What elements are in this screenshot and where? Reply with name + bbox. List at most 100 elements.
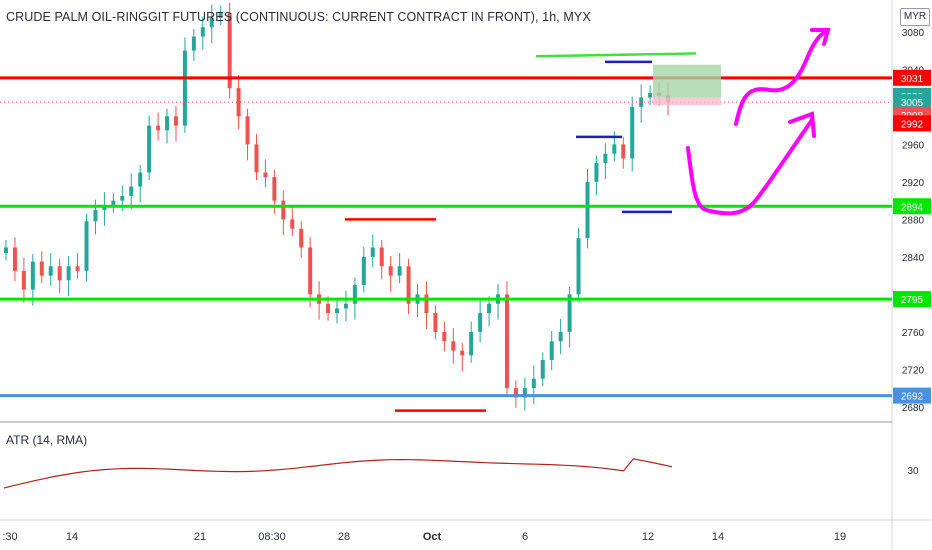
price-level-tag	[893, 387, 931, 404]
candle-body	[111, 200, 116, 206]
atr-line	[3, 458, 673, 489]
candle-body	[433, 313, 438, 332]
candle-body	[156, 125, 161, 131]
candle-body	[21, 270, 26, 290]
time-tick-label: 6	[522, 531, 528, 543]
candle-body	[218, 13, 223, 18]
price-tick-label: 2720	[902, 365, 925, 376]
candle-body	[84, 221, 89, 271]
candle-body	[57, 266, 62, 281]
price-level-tag-label: 2894	[901, 202, 924, 213]
price-level-tag	[893, 291, 931, 308]
candle-body	[442, 331, 447, 342]
candle-body	[469, 331, 474, 356]
candle-body	[558, 331, 563, 342]
candle-body	[254, 144, 259, 173]
candle-body	[406, 266, 411, 304]
candle-body	[308, 247, 313, 295]
price-tick-label: 2920	[902, 178, 925, 189]
candle-body	[585, 181, 590, 239]
candle-body	[120, 195, 125, 201]
candle-body	[245, 116, 250, 145]
time-tick-label: 08:30	[258, 531, 286, 543]
candle-body	[549, 341, 554, 360]
time-axis: :30 14 21 08:30 28 Oct 6 12 14 19	[2, 531, 846, 543]
candle-body	[66, 266, 71, 281]
magenta-arrow-up	[734, 30, 828, 126]
candle-body	[147, 125, 152, 173]
candle-body	[513, 388, 518, 398]
currency-button[interactable]: MYR	[900, 8, 930, 26]
candle-body	[478, 313, 483, 332]
candle-body	[200, 27, 205, 37]
candle-body	[370, 247, 375, 257]
candle-body	[48, 266, 53, 276]
price-level-tag	[893, 198, 931, 215]
time-tick-label: :30	[2, 531, 17, 543]
price-level-tag-label: 2992	[901, 119, 924, 130]
candle-body	[612, 144, 617, 154]
candle-body	[531, 378, 536, 389]
candle-body	[272, 177, 277, 201]
candle-body	[379, 247, 384, 267]
candle-body	[603, 153, 608, 164]
candles	[4, 2, 670, 411]
time-tick-label: 28	[338, 531, 350, 543]
candle-body	[567, 294, 572, 332]
candle-body	[451, 341, 456, 351]
candle-body	[361, 256, 366, 285]
magenta-arrow-head	[810, 28, 831, 46]
candle-body	[138, 172, 143, 187]
time-tick-label: 12	[642, 531, 654, 543]
candle-body	[75, 266, 80, 271]
price-tick-label: 2960	[902, 140, 925, 151]
candle-body	[522, 388, 527, 398]
candle-body	[460, 350, 465, 356]
time-tick-label: 21	[194, 531, 206, 543]
horizontal-levels	[0, 76, 892, 398]
price-tick-label: 2680	[902, 403, 925, 414]
candle-body	[191, 36, 196, 51]
atr-pane: 30	[3, 458, 919, 489]
price-tick-label: 2840	[902, 253, 925, 264]
candle-body	[290, 219, 295, 229]
candle-body	[630, 106, 635, 159]
price-level-tag-label: 3005	[901, 98, 924, 109]
price-axis: 3080304030002960292028802840280027602720…	[893, 28, 931, 414]
candle-body	[12, 247, 17, 271]
candle-body	[93, 210, 98, 222]
stop-zone	[653, 97, 721, 105]
green-trend-line	[535, 52, 697, 58]
candle-body	[129, 186, 134, 196]
price-tick-label: 2880	[902, 215, 925, 226]
candle-body	[263, 172, 268, 178]
magenta-arrow-lower	[686, 118, 814, 216]
atr-tick-label: 30	[907, 466, 919, 477]
time-tick-label: 14	[66, 531, 78, 543]
candle-body	[424, 294, 429, 314]
price-level-tag	[893, 94, 931, 111]
candle-body	[594, 163, 599, 182]
candle-body	[182, 50, 187, 126]
candle-body	[4, 247, 8, 254]
candle-body	[352, 285, 357, 304]
candle-body	[397, 266, 402, 276]
candle-body	[343, 303, 348, 309]
target-zone	[653, 64, 721, 98]
candle-body	[227, 13, 232, 89]
candle-body	[39, 261, 44, 276]
price-level-tag-label: 3031	[901, 74, 924, 85]
candle-body	[335, 308, 339, 314]
price-tick-label: 3080	[902, 28, 925, 39]
candle-body	[299, 228, 304, 248]
candle-body	[173, 116, 178, 126]
chart-title: CRUDE PALM OIL-RINGGIT FUTURES (CONTINUO…	[6, 10, 591, 24]
time-tick-label: 14	[712, 531, 724, 543]
candle-body	[165, 116, 170, 131]
candle-body	[576, 238, 581, 295]
candle-body	[504, 294, 509, 389]
candle-body	[639, 97, 644, 107]
candle-body	[281, 200, 286, 220]
